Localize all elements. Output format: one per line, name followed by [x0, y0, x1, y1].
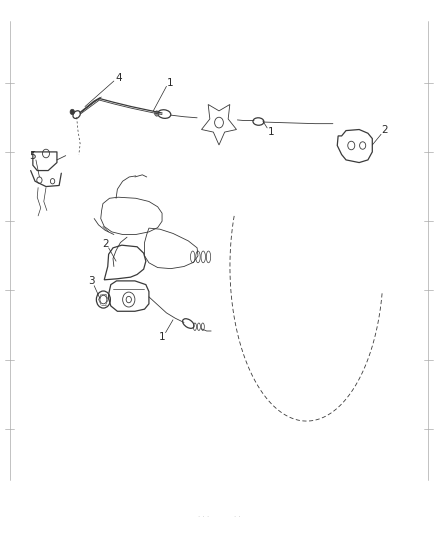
Circle shape: [155, 111, 159, 116]
Text: 1: 1: [267, 127, 274, 137]
Text: · · ·           · ·: · · · · ·: [198, 514, 240, 520]
Text: 3: 3: [88, 277, 95, 286]
Text: 1: 1: [166, 78, 173, 87]
Circle shape: [70, 109, 74, 115]
Text: 2: 2: [102, 239, 109, 249]
Text: 2: 2: [381, 125, 388, 135]
Text: 5: 5: [29, 151, 36, 160]
Text: 4: 4: [116, 73, 123, 83]
Text: 1: 1: [159, 332, 166, 342]
